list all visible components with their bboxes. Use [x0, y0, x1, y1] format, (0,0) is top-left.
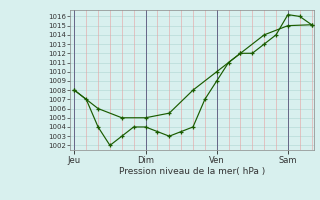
- X-axis label: Pression niveau de la mer( hPa ): Pression niveau de la mer( hPa ): [119, 167, 265, 176]
